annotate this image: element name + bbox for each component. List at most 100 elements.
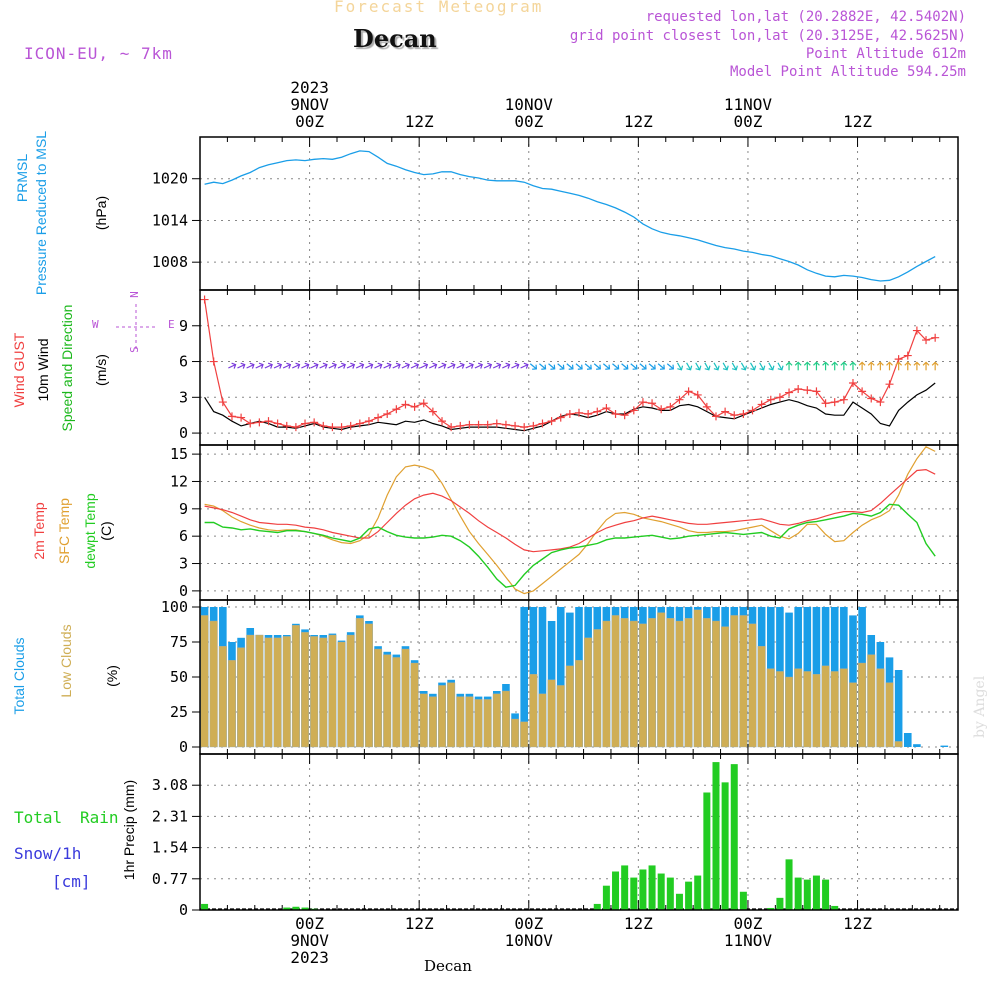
wind-arrow-head: [368, 362, 374, 369]
wind-arrow-shaft: [282, 364, 291, 369]
wind-arrow: [438, 362, 447, 369]
low-clouds-label: Low Clouds: [58, 624, 74, 698]
y-tick-label: 75: [170, 633, 188, 651]
low-clouds-bar: [821, 665, 830, 748]
gust-marker: [264, 417, 273, 426]
wind-arrow-head: [904, 361, 912, 366]
low-clouds-bar: [684, 618, 693, 748]
wind-arrow: [548, 363, 556, 370]
gust-marker: [830, 398, 839, 407]
wind-arrow-head: [258, 362, 264, 369]
wind-arrow: [768, 362, 775, 371]
temp-unit: (C): [98, 521, 114, 541]
gust-marker: [693, 390, 702, 399]
gust-marker: [876, 398, 885, 407]
gust-marker: [364, 417, 373, 426]
dewpoint-line: [204, 503, 936, 588]
wind-arrow-shaft: [511, 364, 519, 369]
low-clouds-bar: [730, 615, 739, 748]
wind-arrow: [429, 362, 438, 369]
wind-arrow-shaft: [566, 363, 574, 370]
wind-arrow-shaft: [264, 364, 273, 369]
wind-arrow-shaft: [777, 362, 783, 371]
wind-arrow: [465, 362, 474, 369]
gust-marker: [273, 419, 282, 428]
wind-arrow-shaft: [740, 362, 746, 371]
wind-arrow-shaft: [228, 364, 236, 369]
low-clouds-bar: [803, 671, 812, 748]
wind-arrow-shaft: [328, 364, 337, 369]
wind-arrow: [895, 361, 903, 371]
wind-arrow-head: [532, 364, 538, 370]
wind-arrow: [456, 362, 465, 369]
wind-arrow: [722, 362, 729, 371]
wind-arrow-head: [614, 364, 620, 370]
pressure-label-long: Pressure Reduced to MSL: [33, 130, 49, 296]
wind-arrow: [401, 362, 410, 369]
low-clouds-bar: [337, 641, 346, 748]
wind-arrow: [383, 362, 392, 369]
wind-arrow-head: [831, 361, 839, 366]
model-name: ICON-EU, ~ 7km: [24, 44, 173, 63]
wind-arrow: [777, 362, 784, 371]
wind-arrow: [492, 362, 502, 369]
rain-bar: [712, 762, 720, 910]
wind-arrow-head: [677, 365, 684, 371]
gust-marker: [401, 400, 410, 409]
wind-arrow-head: [822, 361, 830, 366]
gust-marker: [684, 387, 693, 396]
bottom-time-label: 00Z: [295, 914, 324, 933]
y-tick-label: 2.31: [152, 807, 188, 825]
gust-marker: [428, 407, 437, 416]
low-clouds-bar: [237, 647, 246, 748]
low-clouds-bar: [693, 609, 702, 748]
top-time-label: 00Z: [514, 112, 543, 131]
wind-arrow-head: [596, 364, 601, 370]
y-tick-label: 1008: [152, 253, 188, 271]
wind-unit: (m/s): [93, 354, 109, 386]
wind-arrow-head: [669, 364, 675, 370]
low-clouds-bar: [511, 718, 520, 748]
rain-bar: [630, 877, 638, 910]
rain-total-label: Total: [14, 808, 63, 827]
wind-arrow: [584, 363, 592, 370]
wind-arrow-shaft: [630, 363, 638, 370]
y-tick-label: 1020: [152, 170, 188, 188]
rain-bar: [292, 906, 300, 910]
bottom-time-label: 2023: [290, 948, 329, 967]
gust-marker: [721, 407, 730, 416]
gust-marker: [474, 420, 483, 429]
gust-marker: [666, 402, 675, 411]
low-clouds-bar: [392, 657, 401, 748]
low-clouds-bar: [428, 696, 437, 748]
wind-arrow: [483, 362, 493, 369]
wind-arrow-head: [450, 362, 456, 369]
gust-marker: [547, 417, 556, 426]
wind-arrow-head: [322, 362, 328, 369]
gust-marker: [848, 379, 857, 387]
wind-arrow-head: [741, 365, 748, 371]
rain-bar: [703, 792, 711, 910]
precip-label: 1hr Precip (mm): [121, 779, 137, 881]
gust-marker: [565, 410, 574, 418]
wind-arrow-head: [249, 362, 255, 369]
gust-marker: [520, 423, 529, 432]
wind-arrow-shaft: [374, 364, 382, 369]
y-tick-label: 9: [179, 317, 188, 335]
gust-marker: [447, 423, 456, 432]
rain-bar: [739, 891, 747, 910]
low-clouds-bar: [885, 682, 894, 748]
wind-arrow-head: [377, 362, 383, 369]
wind-arrow-shaft: [575, 363, 583, 370]
gust-marker: [812, 387, 821, 396]
low-clouds-bar: [739, 615, 748, 748]
top-time-label: 10NOV: [505, 95, 554, 114]
wind-arrow-head: [623, 364, 629, 370]
wind-arrow: [813, 361, 820, 371]
gust-marker: [355, 419, 364, 428]
gust-marker: [246, 419, 255, 428]
wind-arrow-head: [505, 362, 511, 369]
gust-marker: [711, 412, 720, 421]
low-clouds-bar: [766, 668, 775, 748]
wind-arrow-head: [794, 361, 802, 366]
